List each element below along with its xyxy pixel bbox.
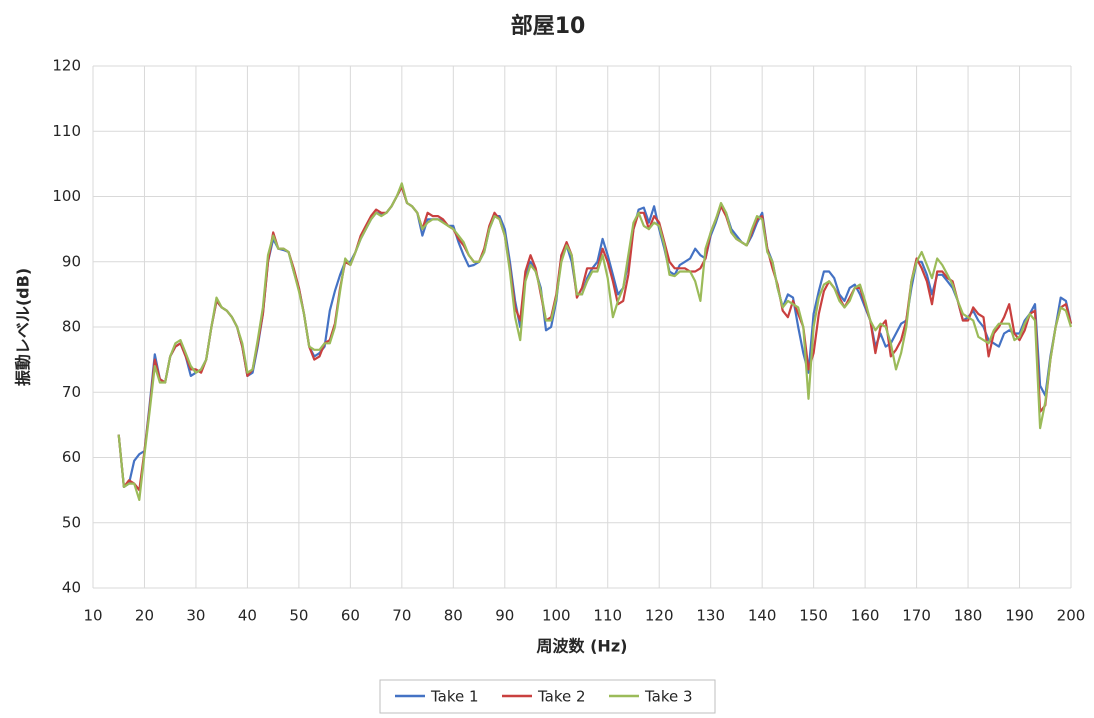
y-tick-label: 70 [62,383,81,401]
x-tick-label: 20 [135,607,154,625]
data-line [117,182,1073,501]
y-tick-label: 120 [52,57,81,75]
x-tick-label: 190 [1005,607,1034,625]
x-tick-label: 40 [238,607,257,625]
x-tick-label: 70 [392,607,411,625]
x-axis-label: 周波数 (Hz) [537,637,628,656]
x-tick-label: 30 [186,607,205,625]
x-tick-label: 200 [1057,607,1086,625]
x-tick-label: 140 [748,607,777,625]
x-tick-label: 90 [495,607,514,625]
x-tick-label: 130 [696,607,725,625]
x-tick-label: 150 [799,607,828,625]
y-axis-label: 振動レベル(dB) [14,268,33,386]
y-tick-label: 60 [62,448,81,466]
x-tick-label: 100 [542,607,571,625]
data-line [117,185,1073,492]
y-tick-label: 90 [62,252,81,270]
chart-title: 部屋10 [511,13,586,39]
legend-label: Take 2 [537,688,586,706]
x-tick-label: 180 [954,607,983,625]
y-tick-label: 50 [62,513,81,531]
legend-label: Take 3 [644,688,693,706]
y-tick-label: 100 [52,187,81,205]
legend-box [379,679,716,714]
x-tick-label: 50 [289,607,308,625]
x-tick-label: 80 [444,607,463,625]
x-tick-label: 110 [593,607,622,625]
x-tick-label: 160 [851,607,880,625]
y-tick-label: 40 [62,579,81,597]
legend-label: Take 1 [430,688,479,706]
y-tick-label: 110 [52,122,81,140]
y-tick-label: 80 [62,318,81,336]
x-tick-label: 60 [341,607,360,625]
x-tick-label: 120 [645,607,674,625]
x-tick-label: 10 [83,607,102,625]
x-tick-label: 170 [902,607,931,625]
data-line [117,185,1073,488]
